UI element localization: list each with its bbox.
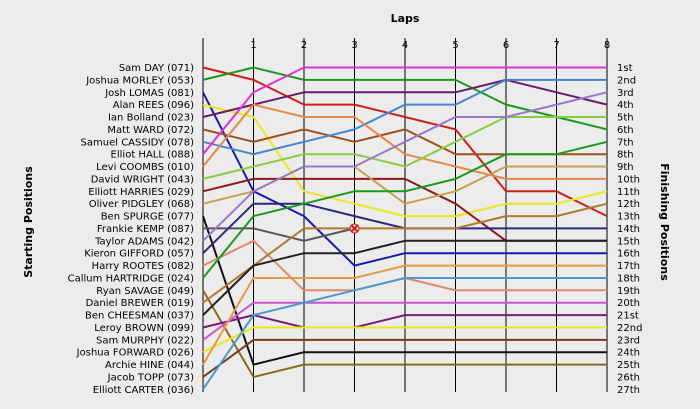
series-line (202, 239, 607, 316)
lap-tick-label: 6 (503, 40, 509, 51)
series-layer (202, 66, 608, 390)
driver-label: Elliott HARRIES (029) (88, 187, 194, 198)
driver-label: Sam DAY (071) (119, 63, 194, 74)
finish-position-label: 27th (617, 385, 640, 396)
lap-tick-label: 8 (604, 40, 610, 51)
lap-tick-label: 1 (250, 40, 256, 51)
driver-label: Matt WARD (072) (107, 125, 194, 136)
finish-position-label: 23rd (617, 335, 640, 346)
driver-label: Ryan SAVAGE (049) (96, 286, 194, 297)
series-line (202, 289, 607, 378)
finish-position-label: 2nd (617, 75, 636, 86)
driver-label: Elliott CARTER (036) (93, 385, 194, 396)
driver-label: Jacob TOPP (073) (107, 373, 194, 384)
finish-position-label: 8th (617, 150, 634, 161)
finish-position-label: 7th (617, 137, 634, 148)
driver-label: Ben CHEESMAN (037) (85, 311, 194, 322)
driver-label: Alan REES (096) (113, 100, 194, 111)
left-axis-title: Starting Positions (22, 166, 35, 278)
finish-position-label: 3rd (617, 88, 634, 99)
finish-position-label: 22nd (617, 323, 642, 334)
series-line (202, 215, 607, 366)
right-axis-title: Finishing Positions (658, 163, 671, 281)
driver-label: Harry ROOTES (082) (92, 261, 194, 272)
series-line (202, 66, 607, 155)
finish-position-label: 24th (617, 348, 640, 359)
series-line (202, 103, 608, 218)
driver-label: Sam MURPHY (022) (96, 335, 194, 346)
finish-position-label: 10th (617, 174, 640, 185)
finish-position-label: 5th (617, 113, 634, 124)
driver-label: Joshua MORLEY (053) (85, 75, 194, 86)
finish-position-label: 26th (617, 373, 640, 384)
finish-position-label: 20th (617, 298, 640, 309)
driver-label: Taylor ADAMS (042) (94, 236, 194, 247)
finish-position-label: 14th (617, 224, 640, 235)
marker-layer (349, 223, 360, 234)
finish-position-label: 11th (617, 187, 640, 198)
driver-label: Daniel BREWER (019) (86, 298, 195, 309)
lap-tick-label: 7 (553, 40, 559, 51)
driver-label: Ben SPURGE (077) (101, 212, 194, 223)
lap-tick-label: 5 (452, 40, 458, 51)
finish-position-label: 19th (617, 286, 640, 297)
driver-label: Levi COOMBS (010) (96, 162, 194, 173)
lap-tick-label: 4 (402, 40, 408, 51)
driver-label: Samuel CASSIDY (078) (81, 137, 195, 148)
series-line (202, 116, 607, 180)
driver-label: Leroy BROWN (099) (94, 323, 194, 334)
driver-label: Elliot HALL (088) (111, 150, 195, 161)
finish-position-label: 15th (617, 236, 640, 247)
series-line (202, 66, 608, 217)
series-line (202, 202, 608, 304)
series-line (202, 326, 607, 354)
finish-position-label: 16th (617, 249, 640, 260)
marker-cross-b (350, 224, 359, 233)
finish-position-label: 9th (617, 162, 634, 173)
finish-position-label: 1st (617, 63, 633, 74)
driver-label: Josh LOMAS (081) (104, 88, 194, 99)
finish-position-label: 4th (617, 100, 634, 111)
lap-tick-label: 2 (301, 40, 307, 51)
finish-position-label: 12th (617, 199, 640, 210)
series-line (202, 66, 608, 131)
driver-label: Ian Bolland (023) (108, 113, 194, 124)
driver-label: Callum HARTRIDGE (024) (68, 273, 194, 284)
finish-position-label: 18th (617, 273, 640, 284)
driver-label: David WRIGHT (043) (91, 174, 194, 185)
finish-position-label: 6th (617, 125, 634, 136)
lap-tick-label: 3 (351, 40, 357, 51)
finish-position-label: 25th (617, 360, 640, 371)
series-line (202, 314, 607, 329)
driver-label: Oliver PIDGLEY (068) (89, 199, 194, 210)
label-layer: Sam DAY (071)Joshua MORLEY (053) Josh LOM… (68, 63, 643, 396)
series-line (202, 277, 607, 390)
series-line (202, 103, 607, 180)
retirement-marker (349, 223, 360, 234)
driver-label: Joshua FORWARD (026) (76, 348, 194, 359)
finish-position-label: 17th (617, 261, 640, 272)
finish-position-label: 13th (617, 212, 640, 223)
series-line (202, 338, 607, 378)
driver-label: Archie HINE (044) (105, 360, 194, 371)
driver-label: Kieron GIFFORD (057) (84, 249, 194, 260)
series-line (202, 140, 608, 279)
series-line (202, 91, 607, 267)
driver-label: Frankie KEMP (087) (97, 224, 194, 235)
series-line (202, 301, 607, 341)
series-line (202, 91, 608, 242)
finish-position-label: 21st (617, 311, 639, 322)
series-line (202, 78, 607, 156)
top-axis-title: Laps (391, 12, 420, 25)
series-line (202, 78, 608, 118)
series-line (202, 264, 607, 366)
